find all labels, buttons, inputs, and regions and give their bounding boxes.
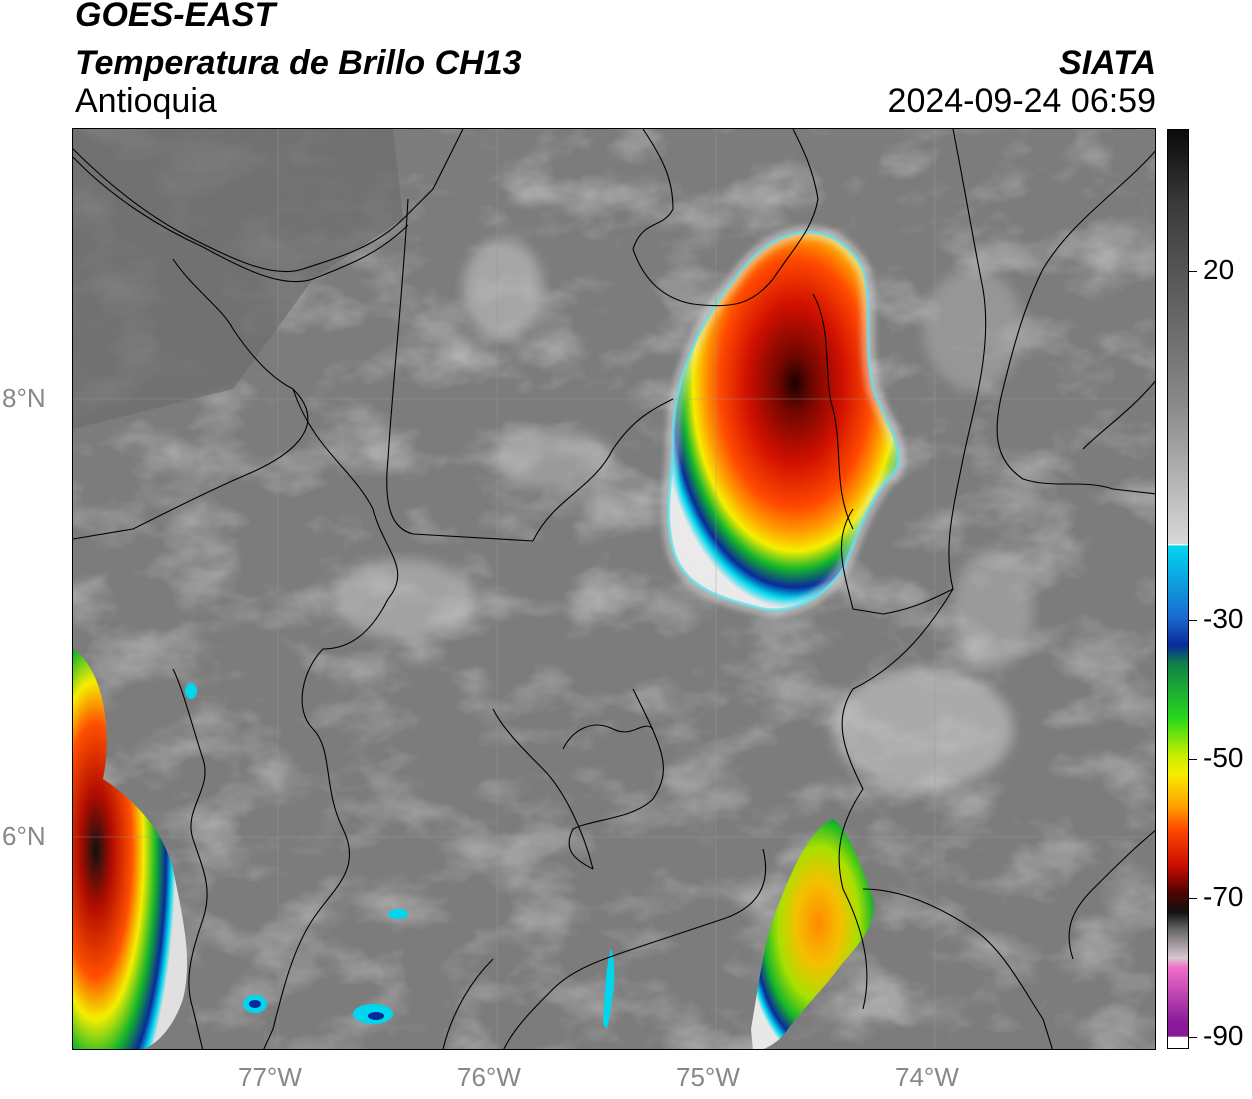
colorbar-label-minus50: -50 <box>1203 742 1244 773</box>
colorbar-label-minus30: -30 <box>1203 603 1244 634</box>
satellite-map[interactable] <box>72 128 1156 1050</box>
colorbar-tick <box>1189 898 1197 899</box>
storm-cell-west <box>73 649 188 1049</box>
datetime-label: 2024-09-24 06:59 <box>887 82 1156 120</box>
graticule <box>73 129 1155 1049</box>
lat-label-6n: 6°N <box>2 821 46 851</box>
product-title: Temperatura de Brillo CH13 <box>75 44 522 82</box>
lon-label-76w: 76°W <box>457 1062 521 1092</box>
storm-cell-north <box>668 232 899 610</box>
colorbar-tick <box>1189 759 1197 760</box>
colorbar-label-minus90: -90 <box>1203 1020 1244 1051</box>
colorbar-label-minus70: -70 <box>1203 881 1244 912</box>
satellite-title: GOES-EAST <box>75 0 276 34</box>
lon-label-74w: 74°W <box>895 1062 959 1092</box>
temperature-colorbar <box>1167 129 1189 1049</box>
lon-label-75w: 75°W <box>676 1062 740 1092</box>
lat-label-8n: 8°N <box>2 383 46 413</box>
region-label: Antioquia <box>75 82 217 120</box>
lon-label-77w: 77°W <box>238 1062 302 1092</box>
colorbar-tick <box>1189 620 1197 621</box>
storm-cell-south <box>751 819 874 1049</box>
colorbar-tick <box>1189 1037 1197 1038</box>
political-boundaries <box>73 129 1155 1049</box>
colorbar-tick <box>1189 271 1197 272</box>
cold-patch <box>388 909 408 919</box>
organization-label: SIATA <box>1059 44 1156 82</box>
colorbar-label-20: 20 <box>1203 254 1235 285</box>
brightness-temperature-image <box>73 129 1155 1049</box>
